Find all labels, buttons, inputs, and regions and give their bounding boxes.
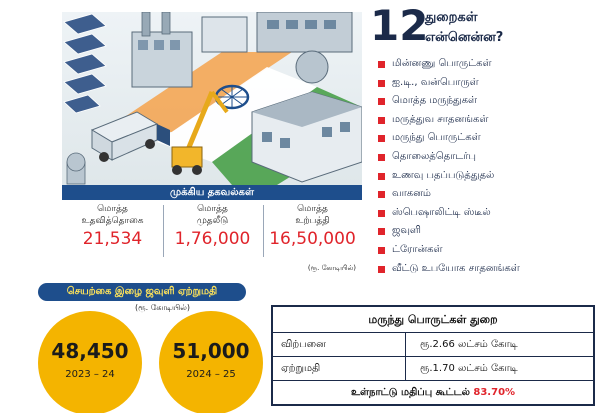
bullet-square-icon <box>378 135 385 143</box>
bullet-square-icon <box>378 246 385 254</box>
pharma-footer-percentage: 83.70% <box>473 387 516 398</box>
sector-item: தொலைத்தொடர்பு <box>378 148 598 167</box>
bullet-square-icon <box>378 191 385 199</box>
stat-value: 21,534 <box>82 229 143 249</box>
key-info-title-bar <box>62 185 362 200</box>
export-year: 2024 – 25 <box>186 369 236 380</box>
bullet-square-icon <box>378 172 385 180</box>
sector-label: மருந்து பொருட்கள் <box>392 132 481 144</box>
pharma-row-sales: விற்பனை ரூ.2.66 லட்சம் கோடி <box>273 332 593 356</box>
pharma-row-value: ரூ.1.70 லட்சம் கோடி <box>405 357 593 380</box>
export-circle-2023-24: 48,450 2023 – 24 <box>38 311 142 413</box>
sector-label: வீட்டு உபயோக சாதனங்கள் <box>392 262 520 274</box>
key-info-panel: முக்கிய தகவல்கள் மொத்த உதவித்தொகை 21,534… <box>62 185 362 279</box>
sector-label: ஸ்பெஷாலிட்டி ஸ்டீல் <box>392 206 491 218</box>
bullet-square-icon <box>378 116 385 124</box>
sector-label: வாகனம் <box>392 188 431 200</box>
sector-item: ஜவுளி <box>378 222 598 241</box>
sectors-list: மின்னணு பொருட்கள் ஐ.டி., வன்பொருள் மொத்த… <box>378 55 598 278</box>
stat-total-subsidy: மொத்த உதவித்தொகை 21,534 <box>65 203 160 259</box>
sectors-count: 12 <box>370 1 429 50</box>
stat-value: 16,50,000 <box>269 229 356 249</box>
pharma-table: மருந்து பொருட்கள் துறை விற்பனை ரூ.2.66 ல… <box>271 305 595 406</box>
bullet-square-icon <box>378 209 385 217</box>
sector-item: ஐ.டி., வன்பொருள் <box>378 74 598 93</box>
pharma-row-label: விற்பனை <box>281 339 326 350</box>
bullet-square-icon <box>378 153 385 161</box>
stat-value: 1,76,000 <box>174 229 251 249</box>
export-value: 51,000 <box>172 339 250 363</box>
sector-item: வாகனம் <box>378 185 598 204</box>
key-info-unit: (ரூ. கோடியில்) <box>307 264 356 272</box>
solar-panel-icon <box>63 13 107 114</box>
sector-item: வீட்டு உபயோக சாதனங்கள் <box>378 260 598 279</box>
sectors-title-line1: துறைகள் <box>425 10 478 25</box>
stat-label-line1: மொத்த <box>197 204 228 214</box>
factory-icon <box>131 12 353 88</box>
sector-label: ட்ரோன்கள் <box>392 243 443 255</box>
stat-label-line2: உதவித்தொகை <box>81 216 144 226</box>
export-title-bar <box>38 283 246 301</box>
sector-item: ஸ்பெஷாலிட்டி ஸ்டீல் <box>378 204 598 223</box>
sector-item: மொத்த மருந்துகள் <box>378 92 598 111</box>
stat-label-line2: முதலீடு <box>196 216 229 226</box>
sector-item: ட்ரோன்கள் <box>378 241 598 260</box>
sector-label: ஐ.டி., வன்பொருள் <box>392 76 479 88</box>
export-title: செயற்கை இழை ஜவுளி ஏற்றுமதி <box>66 286 218 297</box>
sector-label: மின்னணு பொருட்கள் <box>392 58 492 69</box>
export-year: 2023 – 24 <box>65 369 115 380</box>
sector-item: மருந்து பொருட்கள் <box>378 129 598 148</box>
stat-label-line2: உற்பத்தி <box>295 216 330 226</box>
sector-label: மொத்த மருந்துகள் <box>392 95 478 107</box>
bullet-square-icon <box>378 98 385 106</box>
pharma-row-label: ஏற்றுமதி <box>281 363 321 374</box>
sector-label: ஜவுளி <box>392 225 421 237</box>
export-value: 48,450 <box>51 339 129 363</box>
sector-item: மின்னணு பொருட்கள் <box>378 55 598 74</box>
crane-icon <box>171 90 229 175</box>
factory-icon <box>251 91 362 183</box>
bullet-square-icon <box>378 265 385 273</box>
key-info-title: முக்கிய தகவல்கள் <box>170 187 254 198</box>
industry-illustration <box>62 12 362 185</box>
sector-label: தொலைத்தொடர்பு <box>392 150 476 162</box>
truck-icon <box>90 111 170 162</box>
export-circle-2024-25: 51,000 2024 – 25 <box>159 311 263 413</box>
pharma-row-export: ஏற்றுமதி ரூ.1.70 லட்சம் கோடி <box>273 356 593 380</box>
sector-label: மருத்துவ சாதனங்கள் <box>392 113 489 125</box>
sector-label: உணவு பதப்படுத்துதல் <box>392 169 495 181</box>
pharma-title: மருந்து பொருட்கள் துறை <box>368 313 498 326</box>
pharma-footer-text: உள்நாட்டு மதிப்பு கூட்டல் <box>350 387 470 398</box>
stat-total-investment: மொத்த முதலீடு 1,76,000 <box>165 203 260 259</box>
stat-label-line1: மொத்த <box>97 204 128 214</box>
stat-label-line1: மொத்த <box>297 204 328 214</box>
sector-item: மருத்துவ சாதனங்கள் <box>378 111 598 130</box>
pharma-row-value: ரூ.2.66 லட்சம் கோடி <box>405 333 593 356</box>
bullet-square-icon <box>378 61 385 68</box>
stat-divider <box>263 205 264 257</box>
bullet-square-icon <box>378 79 385 87</box>
sector-item: உணவு பதப்படுத்துதல் <box>378 167 598 186</box>
stat-total-production: மொத்த உற்பத்தி 16,50,000 <box>265 203 360 259</box>
pharma-footer: உள்நாட்டு மதிப்பு கூட்டல் 83.70% <box>273 380 593 404</box>
export-unit: (ரூ. கோடியில்) <box>135 303 191 312</box>
sectors-title-line2: என்னென்ன? <box>425 30 504 45</box>
stat-divider <box>163 205 164 257</box>
bullet-square-icon <box>378 228 385 236</box>
